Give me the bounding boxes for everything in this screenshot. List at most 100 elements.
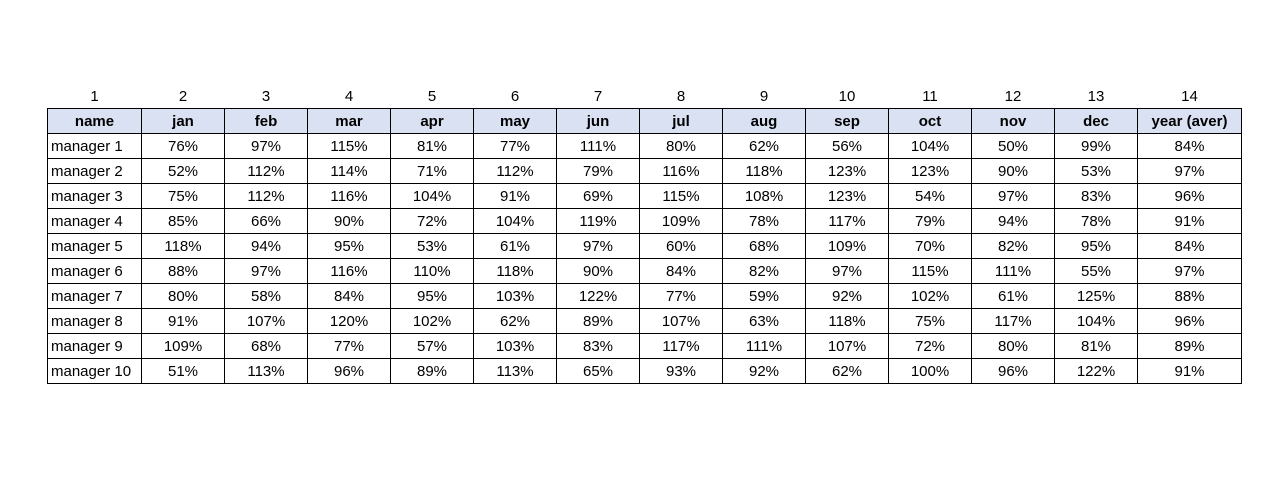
value-cell: 120% [307, 308, 391, 334]
value-cell: 79% [556, 158, 640, 184]
value-cell: 55% [1054, 258, 1138, 284]
value-cell: 72% [888, 333, 972, 359]
header-cell-col-8: aug [722, 108, 806, 134]
value-cell: 62% [805, 358, 889, 384]
value-cell: 107% [224, 308, 308, 334]
value-cell: 69% [556, 183, 640, 209]
header-cell-col-3: mar [307, 108, 391, 134]
manager-name-cell: manager 7 [47, 283, 142, 309]
value-cell: 77% [639, 283, 723, 309]
value-cell: 94% [971, 208, 1055, 234]
manager-name-cell: manager 5 [47, 233, 142, 259]
column-number-cell: 7 [593, 88, 603, 105]
value-cell: 116% [307, 183, 391, 209]
value-cell: 68% [722, 233, 806, 259]
value-cell: 84% [639, 258, 723, 284]
value-cell: 125% [1054, 283, 1138, 309]
value-cell: 118% [141, 233, 225, 259]
value-cell: 97% [805, 258, 889, 284]
value-cell: 78% [722, 208, 806, 234]
manager-name-cell: manager 6 [47, 258, 142, 284]
value-cell: 80% [141, 283, 225, 309]
manager-name-cell: manager 8 [47, 308, 142, 334]
value-cell: 107% [805, 333, 889, 359]
value-cell: 115% [639, 183, 723, 209]
value-cell: 102% [390, 308, 474, 334]
manager-name-cell: manager 3 [47, 183, 142, 209]
header-cell-col-7: jul [639, 108, 723, 134]
column-number-cell: 10 [838, 88, 856, 105]
value-cell: 111% [971, 258, 1055, 284]
value-cell: 79% [888, 208, 972, 234]
value-cell: 97% [556, 233, 640, 259]
manager-name-cell: manager 9 [47, 333, 142, 359]
value-cell: 80% [639, 133, 723, 159]
value-cell: 111% [722, 333, 806, 359]
value-cell: 97% [1137, 258, 1242, 284]
column-number-cell: 2 [178, 88, 188, 105]
value-cell: 68% [224, 333, 308, 359]
column-number-cell: 5 [427, 88, 437, 105]
header-cell-col-5: may [473, 108, 557, 134]
value-cell: 77% [307, 333, 391, 359]
column-number-cell: 6 [510, 88, 520, 105]
value-cell: 84% [1137, 233, 1242, 259]
column-number-cell: 1 [90, 88, 99, 105]
manager-performance-table: 1 2 3 4 5 6 7 8 9 10 11 12 13 14 name jan feb mar apr may j… [47, 86, 1242, 384]
value-cell: 62% [473, 308, 557, 334]
value-cell: 96% [1137, 308, 1242, 334]
value-cell: 71% [390, 158, 474, 184]
value-cell: 70% [888, 233, 972, 259]
value-cell: 62% [722, 133, 806, 159]
value-cell: 90% [307, 208, 391, 234]
manager-name-cell: manager 1 [47, 133, 142, 159]
column-number-row: 1 2 3 4 5 6 7 8 9 10 11 12 13 14 [48, 86, 1242, 109]
header-cell-col-12: dec [1054, 108, 1138, 134]
column-number-cell: 11 [922, 88, 938, 105]
value-cell: 123% [805, 158, 889, 184]
value-cell: 103% [473, 333, 557, 359]
value-cell: 109% [141, 333, 225, 359]
value-cell: 66% [224, 208, 308, 234]
value-cell: 89% [556, 308, 640, 334]
table-row: manager 5 118% 94% 95% 53% 61% 97% 60% 68% 109% 70… [47, 233, 1242, 259]
value-cell: 94% [224, 233, 308, 259]
manager-name-cell: manager 10 [47, 358, 142, 384]
table-row: manager 7 80% 58% 84% 95% 103% 122% 77% 59% 92% 10… [47, 283, 1242, 309]
value-cell: 122% [1054, 358, 1138, 384]
value-cell: 92% [722, 358, 806, 384]
column-number-cell: 14 [1181, 88, 1198, 105]
value-cell: 118% [722, 158, 806, 184]
value-cell: 93% [639, 358, 723, 384]
value-cell: 102% [888, 283, 972, 309]
header-cell-col-9: sep [805, 108, 889, 134]
value-cell: 119% [556, 208, 640, 234]
value-cell: 88% [141, 258, 225, 284]
value-cell: 104% [390, 183, 474, 209]
value-cell: 61% [473, 233, 557, 259]
value-cell: 53% [390, 233, 474, 259]
value-cell: 84% [307, 283, 391, 309]
value-cell: 110% [390, 258, 474, 284]
value-cell: 95% [307, 233, 391, 259]
value-cell: 97% [1137, 158, 1242, 184]
value-cell: 92% [805, 283, 889, 309]
column-number-cell: 4 [344, 88, 354, 105]
header-cell-col-10: oct [888, 108, 972, 134]
header-cell-name: name [47, 108, 142, 134]
column-number-cell: 13 [1087, 88, 1105, 105]
value-cell: 89% [390, 358, 474, 384]
value-cell: 91% [473, 183, 557, 209]
table-row: manager 1 76% 97% 115% 81% 77% 111% 80% 62% 56% 10… [47, 133, 1242, 159]
value-cell: 97% [224, 133, 308, 159]
table-row: manager 2 52% 112% 114% 71% 112% 79% 116% 118% 12… [47, 158, 1242, 184]
value-cell: 104% [1054, 308, 1138, 334]
header-cell-col-2: feb [224, 108, 308, 134]
value-cell: 60% [639, 233, 723, 259]
column-number-cell: 9 [759, 88, 769, 105]
table-body: manager 1 76% 97% 115% 81% 77% 111% 80% 62% 56% 10… [47, 133, 1242, 384]
value-cell: 65% [556, 358, 640, 384]
header-cell-col-13: year (aver) [1137, 108, 1242, 134]
column-number-cell: 12 [1004, 88, 1022, 105]
value-cell: 81% [1054, 333, 1138, 359]
